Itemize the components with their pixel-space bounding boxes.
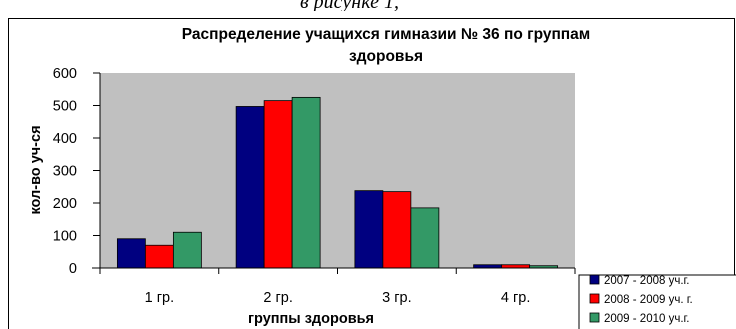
legend-label: 2009 - 2010 уч.г. xyxy=(604,313,690,325)
x-tick-label: 4 гр. xyxy=(501,290,530,306)
legend-label: 2008 - 2009 уч. г. xyxy=(604,294,693,306)
x-axis-ticks: 1 гр. 2 гр. 3 гр. 4 гр. xyxy=(99,268,576,306)
y-tick-label: 600 xyxy=(53,66,77,82)
bars-group xyxy=(116,96,559,269)
y-axis-title: кол-во уч-ся xyxy=(28,125,44,214)
cropped-top-text: в рисунке 1, xyxy=(300,0,399,11)
bar-2-1 xyxy=(144,244,174,269)
x-tick-label: 1 гр. xyxy=(145,290,174,306)
legend-swatch xyxy=(589,312,600,323)
x-axis-title: группы здоровья xyxy=(248,311,374,327)
bar-1-1 xyxy=(116,238,146,269)
plot-area xyxy=(100,73,575,268)
bar-3-1 xyxy=(172,231,202,269)
bar-1-3 xyxy=(354,190,384,269)
bar-3-3 xyxy=(410,207,440,269)
y-tick-label: 200 xyxy=(53,196,77,212)
x-tick-label: 3 гр. xyxy=(382,290,411,306)
y-tick-label: 400 xyxy=(53,131,77,147)
y-tick-label: 300 xyxy=(53,164,77,180)
bar-2-3 xyxy=(382,191,412,269)
chart-title-line-2: здоровья xyxy=(349,48,423,65)
legend-swatch xyxy=(589,293,600,304)
bar-2-2 xyxy=(263,100,293,269)
legend: 2007 - 2008 уч.г. 2008 - 2009 уч. г. 2009 … xyxy=(578,274,736,329)
x-tick-label: 2 гр. xyxy=(263,290,292,306)
y-tick-label: 500 xyxy=(53,99,77,115)
legend-swatch xyxy=(589,274,600,285)
y-tick-label: 0 xyxy=(69,261,77,277)
legend-box xyxy=(578,274,736,329)
chart-title-line-1: Распределение учащихся гимназии № 36 по … xyxy=(182,26,591,43)
y-tick-label: 100 xyxy=(53,229,77,245)
bar-3-2 xyxy=(291,96,321,269)
y-axis-ticks: 0 100 200 300 400 500 600 xyxy=(53,66,100,277)
bar-1-2 xyxy=(235,106,265,269)
legend-label: 2007 - 2008 уч.г. xyxy=(604,275,690,287)
